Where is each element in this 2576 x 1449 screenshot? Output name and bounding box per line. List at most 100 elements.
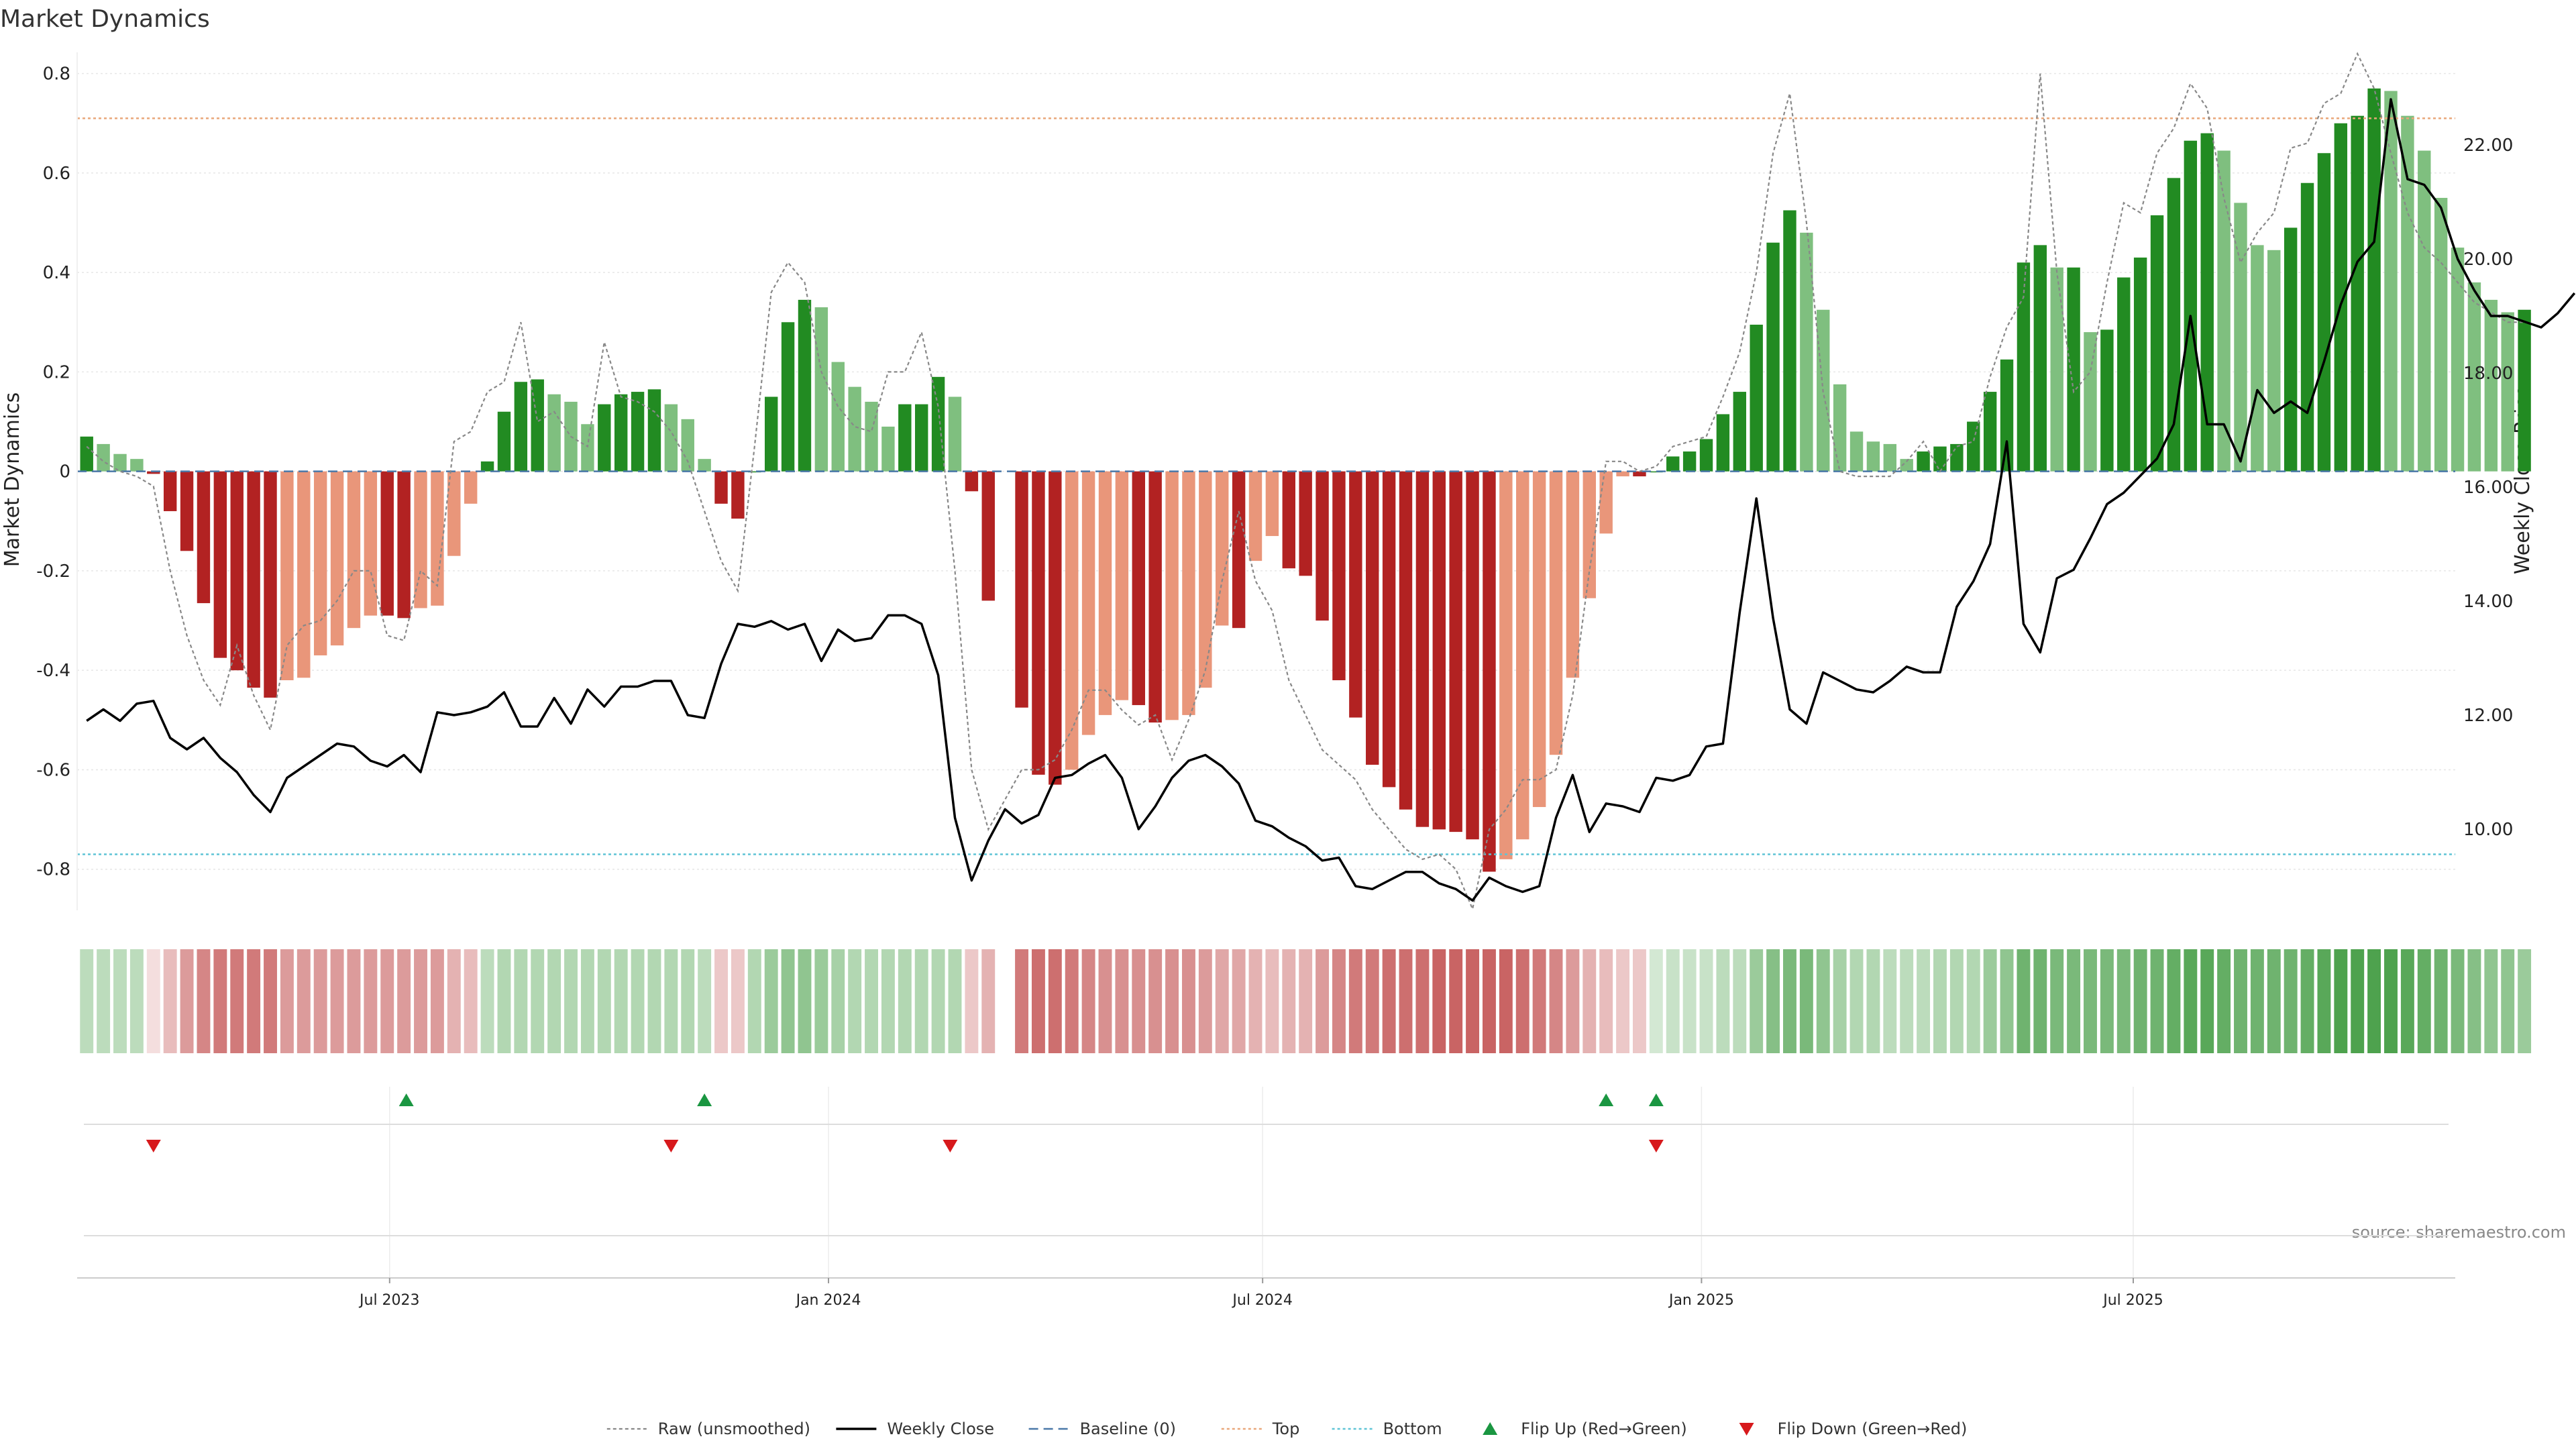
momentum-bar [1216, 471, 1229, 626]
momentum-bar [2418, 150, 2431, 472]
heat-cell [1549, 949, 1563, 1053]
heat-cell [1866, 949, 1880, 1053]
y-tick-right: 18.00 [2463, 364, 2513, 384]
momentum-bar [1148, 471, 1162, 723]
momentum-bar [1750, 324, 1763, 472]
heat-cell [2067, 949, 2081, 1053]
heat-cell [1949, 949, 1964, 1053]
flip-down-marker [146, 1140, 161, 1152]
heat-cell [1148, 949, 1163, 1053]
momentum-bar [2050, 267, 2063, 472]
flip-down-marker [1648, 1140, 1664, 1152]
heat-cell [2250, 949, 2264, 1053]
heat-cell [2084, 949, 2097, 1053]
momentum-bar [197, 471, 211, 604]
momentum-bar [414, 471, 427, 608]
momentum-bar [1917, 451, 1930, 472]
heat-cell [430, 949, 444, 1053]
momentum-bar [1833, 384, 1847, 472]
heat-cell [1766, 949, 1780, 1053]
y-tick-left: 0.2 [43, 362, 70, 382]
momentum-bar [1199, 471, 1212, 688]
heat-cell [297, 949, 311, 1053]
heat-cell [1900, 949, 1914, 1053]
heat-cell [898, 949, 912, 1053]
momentum-bar [1616, 471, 1629, 477]
heat-cell [1365, 949, 1379, 1053]
momentum-bar [1766, 242, 1780, 472]
momentum-bar [1849, 431, 1864, 472]
momentum-bar [2217, 150, 2231, 472]
momentum-bar [1800, 232, 1813, 472]
heat-cell [1833, 949, 1847, 1053]
heat-cell [213, 949, 227, 1053]
momentum-bar [1650, 471, 1663, 473]
heat-cell [2317, 949, 2331, 1053]
heat-cell [1181, 949, 1195, 1053]
momentum-bar [2434, 197, 2448, 472]
momentum-bar [364, 471, 378, 616]
momentum-bar [1316, 471, 1329, 621]
x-tick-label: Jul 2025 [2102, 1292, 2163, 1309]
heat-cell [1733, 949, 1747, 1053]
heat-cell [681, 949, 695, 1053]
momentum-bar [2401, 115, 2414, 472]
momentum-bar [264, 471, 277, 698]
heat-cell [1983, 949, 1997, 1053]
heat-cell [2217, 949, 2231, 1053]
heat-cell [146, 949, 160, 1053]
momentum-bar [213, 471, 227, 658]
momentum-bar [1049, 471, 1062, 785]
momentum-bar [1499, 471, 1513, 859]
momentum-bar [1967, 421, 1980, 472]
heat-cell [547, 949, 561, 1053]
heat-cell [764, 949, 778, 1053]
momentum-bar [614, 394, 628, 472]
momentum-bar [1366, 471, 1379, 765]
momentum-bar [1232, 471, 1246, 629]
y-tick-right: 12.00 [2463, 706, 2513, 726]
momentum-bar [464, 471, 478, 504]
momentum-bar [2100, 329, 2114, 472]
heat-cell [2434, 949, 2448, 1053]
heat-cell [2417, 949, 2431, 1053]
heat-cell [1933, 949, 1947, 1053]
momentum-bar [1382, 471, 1396, 788]
momentum-bar [2167, 178, 2181, 472]
heat-cell [531, 949, 545, 1053]
heat-cell [580, 949, 594, 1053]
momentum-bar [798, 299, 812, 472]
legend-swatch-flip-down [1739, 1423, 1754, 1436]
y-tick-left: -0.4 [36, 661, 70, 681]
momentum-bar [514, 382, 528, 472]
heat-cell [564, 949, 578, 1053]
heat-cell [2367, 949, 2381, 1053]
momentum-bar [2300, 182, 2314, 472]
heat-cell [1165, 949, 1179, 1053]
momentum-bar [814, 307, 828, 472]
momentum-bar [431, 471, 444, 606]
heat-cell [2200, 949, 2214, 1053]
weekly-close-line [86, 98, 2576, 902]
heat-cell [1015, 949, 1028, 1053]
heat-cell [2184, 949, 2198, 1053]
momentum-bar [931, 376, 945, 472]
y-tick-left: 0.8 [43, 64, 70, 85]
heat-cell [1849, 949, 1864, 1053]
momentum-bar [480, 461, 494, 472]
heat-cell [2334, 949, 2348, 1053]
momentum-bar [1582, 471, 1596, 598]
momentum-bar [230, 471, 244, 671]
momentum-bar [781, 322, 795, 472]
momentum-bar [2067, 267, 2080, 472]
momentum-bar [80, 436, 93, 472]
momentum-bar [898, 404, 912, 472]
heat-cell [931, 949, 945, 1053]
heat-cell [364, 949, 378, 1053]
momentum-bar [247, 471, 260, 688]
heat-cell [1065, 949, 1079, 1053]
legend-swatch-flip-up [1483, 1422, 1498, 1435]
momentum-bar [1265, 471, 1279, 537]
y-axis-label-left: Market Dynamics [1, 392, 24, 568]
heat-cell [2501, 949, 2515, 1053]
